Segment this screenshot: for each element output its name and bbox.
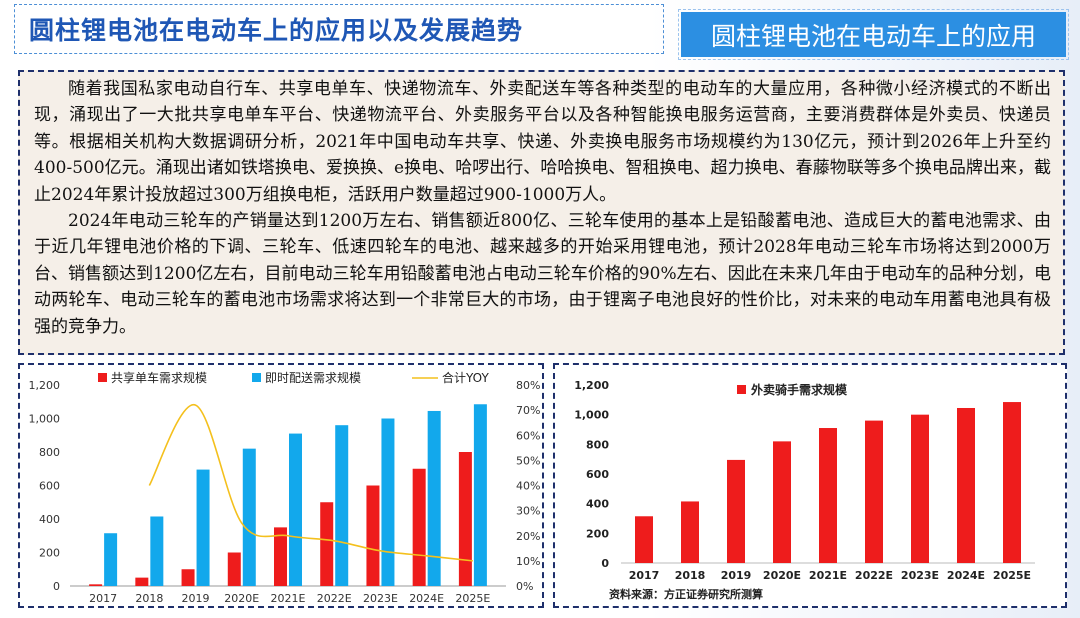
legend-swatch-instant-delivery — [252, 373, 261, 382]
y2-tick-label: 80% — [516, 379, 540, 392]
bar-instant-delivery — [242, 448, 256, 586]
y2-tick-label: 0% — [516, 580, 533, 593]
y2-tick-label: 70% — [516, 404, 540, 417]
y2-tick-label: 10% — [516, 555, 540, 568]
left-chart-panel: 0 200 400 600 800 1,000 1,200 0% 10% 20% 30% 40% 50%… — [18, 363, 544, 608]
bar-rider-demand — [911, 414, 929, 563]
x-tick-label: 2020E — [763, 569, 801, 582]
x-tick-label: 2025E — [993, 569, 1031, 582]
legend-swatch-rider-demand — [737, 385, 746, 394]
y-tick-label: 800 — [39, 446, 60, 459]
y2-tick-label: 60% — [516, 429, 540, 442]
bar-shared-bike — [412, 468, 426, 586]
combo-chart: 0 200 400 600 800 1,000 1,200 0% 10% 20% 30% 40% 50%… — [29, 370, 541, 605]
y2-tick-label: 20% — [516, 530, 540, 543]
y-tick-label: 600 — [586, 468, 609, 481]
x-tick-label: 2019 — [721, 569, 752, 582]
bar-shared-bike — [135, 577, 149, 586]
x-tick-label: 2023E — [901, 569, 939, 582]
bar-instant-delivery — [335, 425, 349, 586]
bar-shared-bike — [227, 552, 241, 586]
paragraph-2: 2024年电动三轮车的产销量达到1200万左右、销售额近800亿、三轮车使用的基… — [34, 211, 1051, 337]
y-tick-label: 800 — [586, 438, 609, 451]
x-tick-label: 2019 — [182, 592, 210, 605]
bar-shared-bike — [274, 527, 287, 586]
legend-label-yoy: 合计YOY — [442, 370, 489, 385]
x-tick-label: 2021E — [809, 569, 847, 582]
y2-tick-label: 40% — [516, 480, 540, 493]
bar-shared-bike — [89, 584, 103, 586]
y-tick-label: 400 — [39, 513, 60, 526]
section-tag-text: 圆柱锂电池在电动车上的应用 — [710, 21, 1036, 51]
legend-label-rider-demand: 外卖骑手需求规模 — [751, 382, 848, 397]
y-tick-label: 1,000 — [29, 413, 61, 426]
x-tick-label: 2024E — [947, 569, 985, 582]
x-tick-label: 2025E — [455, 592, 490, 605]
x-tick-label: 2022E — [855, 569, 893, 582]
legend-swatch-shared-bike — [98, 373, 107, 382]
bar-chart: 0 200 400 600 800 1,000 1,200 2017 2018 2019 2020E… — [574, 379, 1035, 601]
y-tick-label: 400 — [586, 498, 609, 511]
bar-instant-delivery — [196, 469, 210, 586]
bar-rider-demand — [635, 516, 653, 563]
bar-rider-demand — [957, 407, 975, 563]
bar-shared-bike — [181, 569, 195, 586]
x-tick-label: 2020E — [224, 592, 259, 605]
bar-rider-demand — [681, 501, 699, 563]
bar-rider-demand — [819, 428, 837, 563]
x-tick-label: 2017 — [629, 569, 660, 582]
bar-rider-demand — [865, 420, 883, 563]
page-title-text: 圆柱锂电池在电动车上的应用以及发展趋势 — [29, 16, 524, 45]
y2-tick-label: 30% — [516, 505, 540, 518]
x-tick-label: 2018 — [135, 592, 163, 605]
yoy-line — [148, 404, 473, 562]
legend-label-shared-bike: 共享单车需求规模 — [111, 370, 207, 385]
y-tick-label: 200 — [39, 547, 60, 560]
x-tick-label: 2021E — [271, 592, 306, 605]
y-tick-label: 0 — [53, 580, 60, 593]
bar-shared-bike — [366, 485, 380, 586]
x-tick-label: 2024E — [409, 592, 444, 605]
y2-tick-label: 50% — [516, 454, 540, 467]
y-tick-label: 1,000 — [574, 409, 609, 422]
bar-instant-delivery — [150, 516, 164, 586]
x-tick-label: 2018 — [675, 569, 706, 582]
bar-shared-bike — [458, 452, 472, 586]
bar-instant-delivery — [473, 404, 487, 586]
y-tick-label: 200 — [586, 527, 609, 540]
body-text-box: 随着我国私家电动自行车、共享电单车、快递物流车、外卖配送车等各种类型的电动车的大… — [18, 70, 1065, 355]
bar-instant-delivery — [289, 433, 302, 586]
bar-rider-demand — [773, 441, 791, 563]
bar-rider-demand — [727, 459, 745, 563]
bar-instant-delivery — [381, 418, 395, 586]
y-tick-label: 0 — [601, 557, 609, 570]
bar-instant-delivery — [104, 533, 118, 586]
bar-shared-bike — [320, 502, 334, 586]
page-title: 圆柱锂电池在电动车上的应用以及发展趋势 — [14, 4, 664, 54]
y-tick-label: 1,200 — [574, 379, 609, 392]
bar-instant-delivery — [427, 410, 441, 586]
right-chart-panel: 0 200 400 600 800 1,000 1,200 2017 2018 2019 2020E… — [553, 363, 1067, 608]
x-tick-label: 2017 — [89, 592, 117, 605]
section-tag: 圆柱锂电池在电动车上的应用 — [678, 9, 1069, 60]
x-tick-label: 2023E — [363, 592, 398, 605]
y-tick-label: 600 — [39, 480, 60, 493]
x-tick-label: 2022E — [317, 592, 352, 605]
paragraph-1: 随着我国私家电动自行车、共享电单车、快递物流车、外卖配送车等各种类型的电动车的大… — [34, 79, 1051, 205]
chart-source-note: 资料来源：方正证券研究所测算 — [609, 587, 763, 601]
legend-label-instant-delivery: 即时配送需求规模 — [265, 370, 361, 385]
bar-rider-demand — [1003, 402, 1021, 563]
y-tick-label: 1,200 — [29, 379, 61, 392]
